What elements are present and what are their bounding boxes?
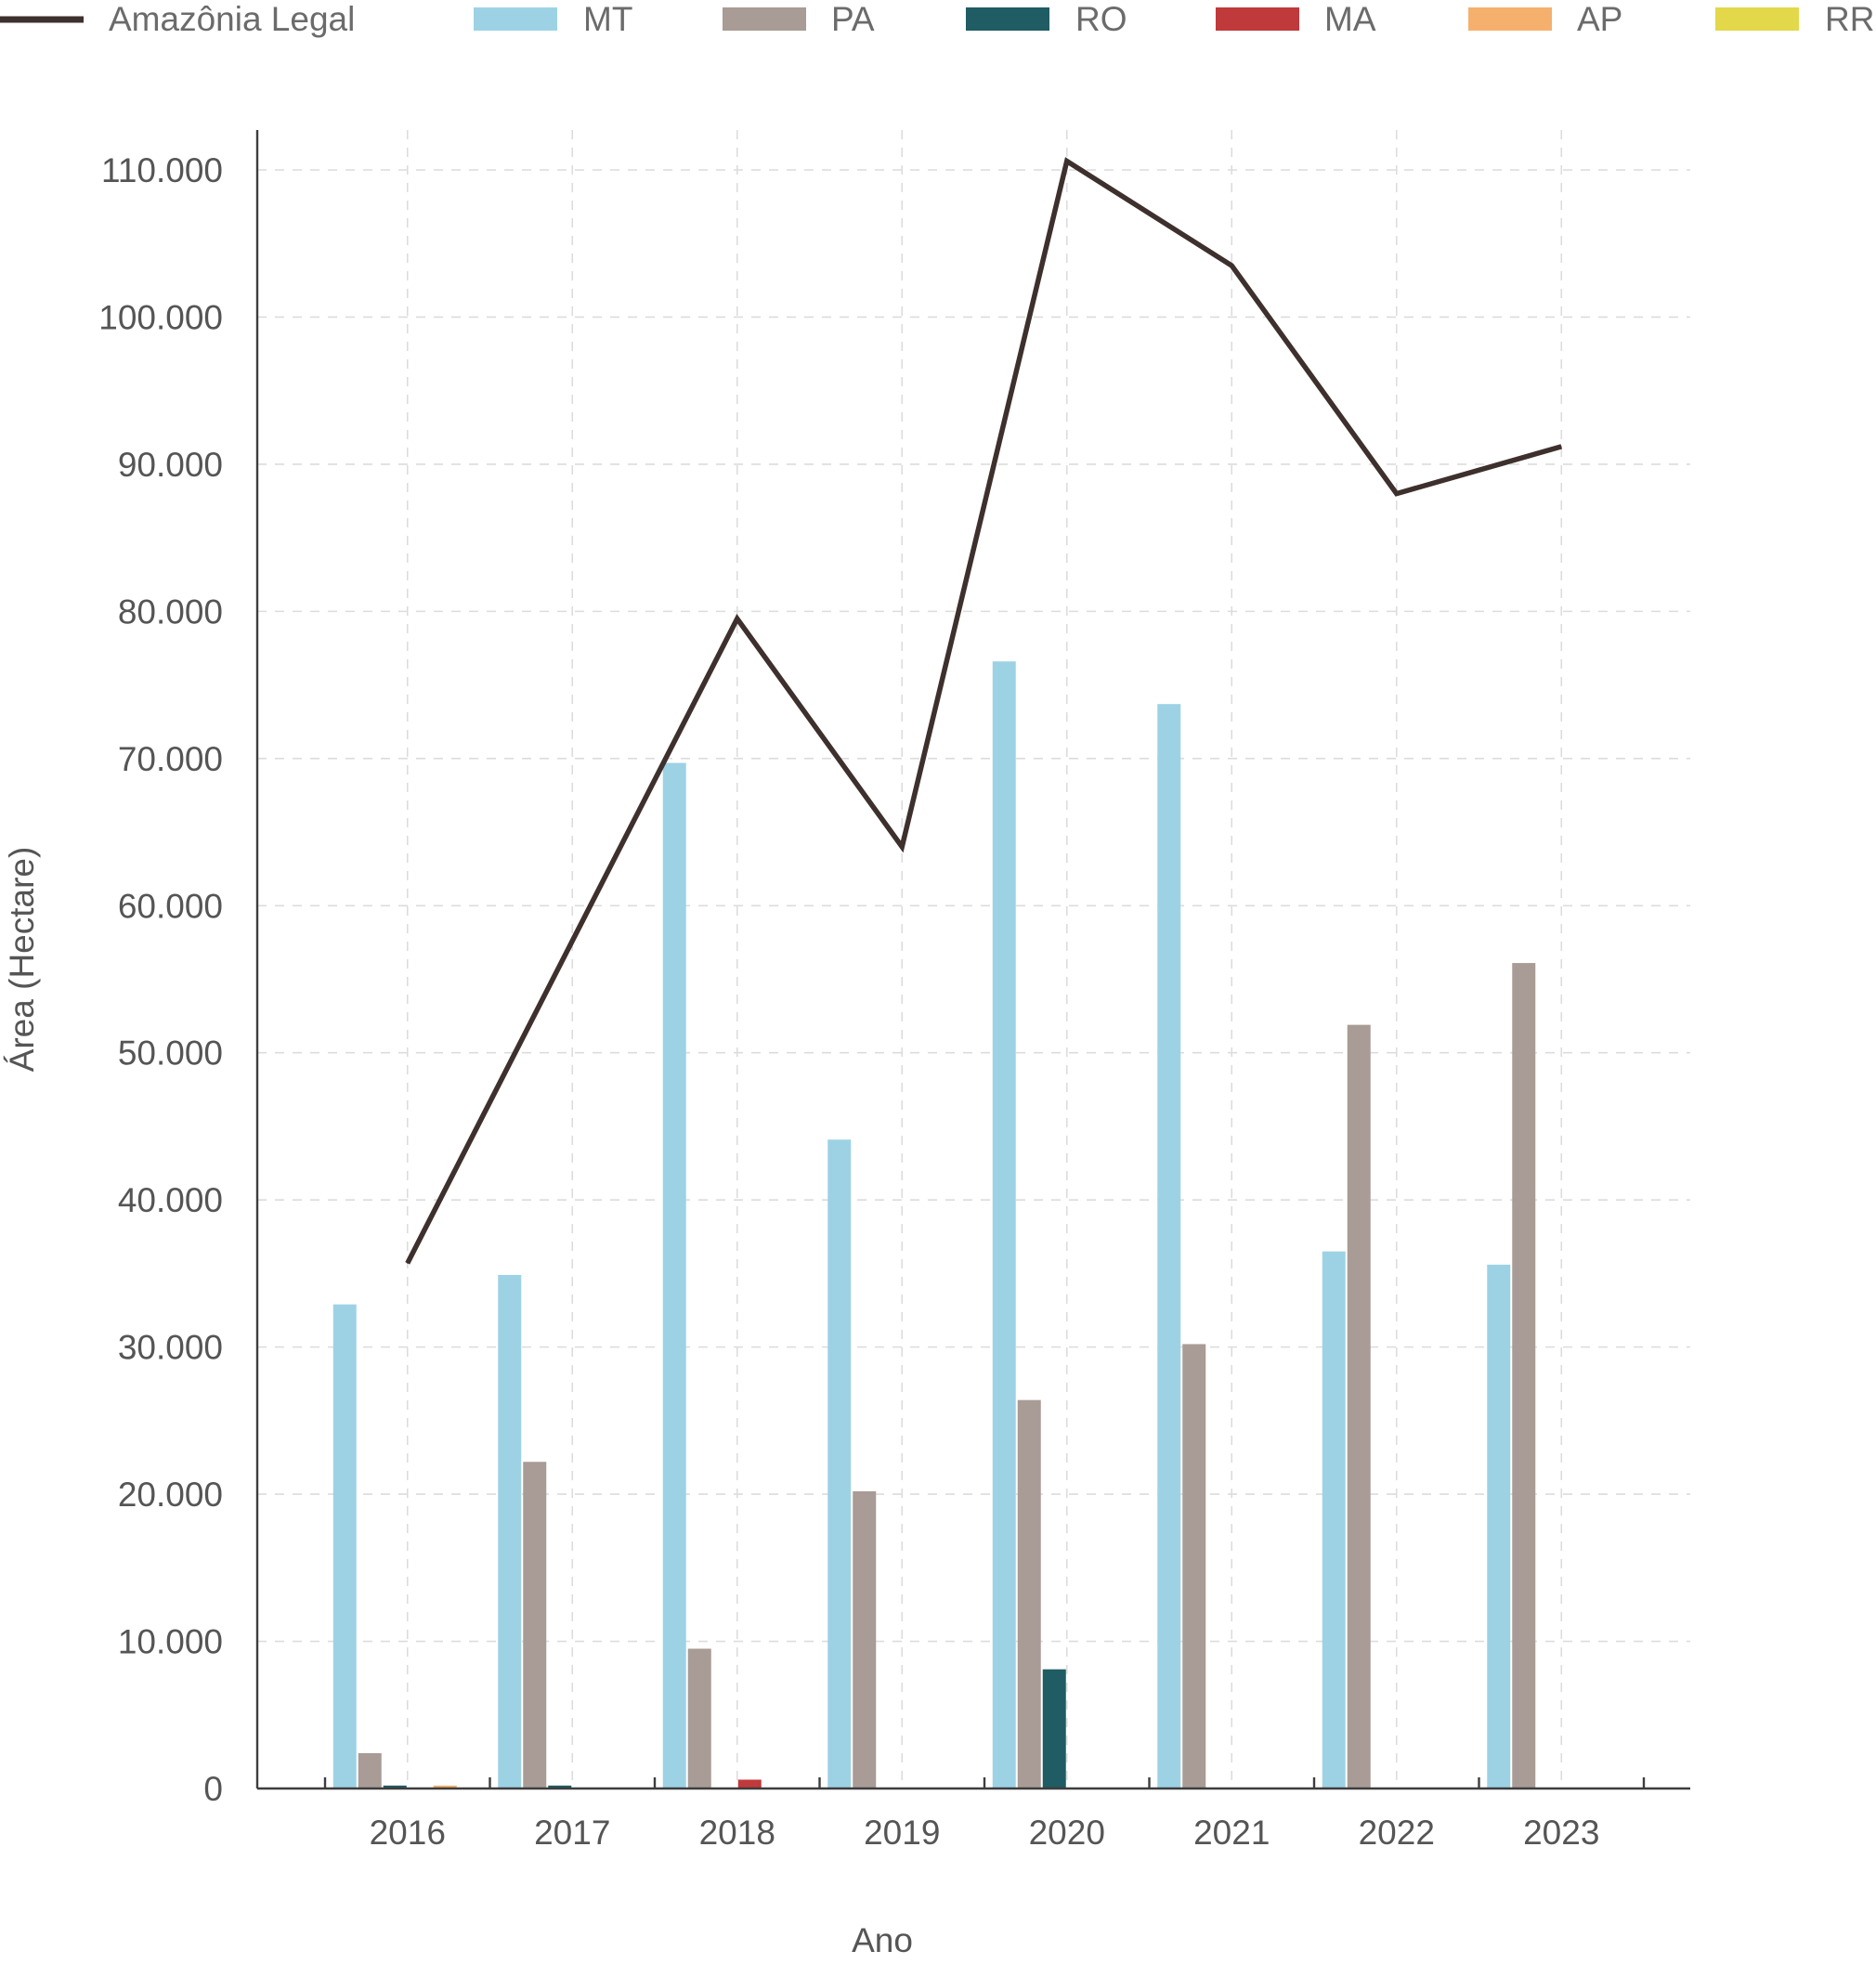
bar-ro-2016 [383, 1785, 407, 1788]
bar-pa-2021 [1182, 1344, 1206, 1788]
x-tick-label: 2020 [1029, 1814, 1105, 1852]
legend-label-mt: MT [583, 0, 632, 38]
y-tick-label: 40.000 [118, 1181, 223, 1219]
legend-swatch-ro [966, 7, 1049, 31]
point-amazonia-legal-2022 [1396, 493, 1398, 495]
x-axis-title: Ano [852, 1921, 913, 1959]
legend-swatch-pa [723, 7, 806, 31]
bar-pa-2022 [1347, 1024, 1371, 1788]
y-tick-label: 30.000 [118, 1329, 223, 1367]
point-amazonia-legal-2017 [571, 940, 573, 942]
bar-mt-2016 [332, 1304, 357, 1788]
bar-mt-2023 [1487, 1264, 1511, 1788]
x-tick-label: 2017 [534, 1814, 610, 1852]
bar-mt-2020 [992, 661, 1016, 1788]
legend-label-pa: PA [831, 0, 875, 38]
bar-mt-2017 [498, 1274, 522, 1788]
x-tick-label: 2022 [1359, 1814, 1435, 1852]
x-tick-label: 2019 [864, 1814, 940, 1852]
y-axis-title: Área (Hectare) [3, 847, 41, 1073]
y-tick-label: 110.000 [101, 151, 223, 189]
y-tick-label: 60.000 [118, 887, 223, 925]
legend-label-rr: RR [1825, 0, 1874, 38]
legend: Amazônia Legal MT PA RO MA AP RR [0, 0, 1874, 38]
x-tick-label: 2016 [370, 1814, 446, 1852]
axis-labels: 0 10.000 20.000 30.000 40.000 50.000 60.000 70.… [3, 151, 1599, 1959]
point-amazonia-legal-2018 [736, 618, 738, 619]
bar-pa-2017 [523, 1462, 547, 1788]
y-tick-label: 90.000 [118, 446, 223, 484]
line-amazonia-legal [405, 157, 1563, 1265]
bar-ro-2017 [548, 1785, 572, 1788]
bar-mt-2022 [1322, 1251, 1346, 1788]
legend-swatch-rr [1715, 7, 1799, 31]
y-tick-label: 0 [203, 1770, 223, 1808]
legend-swatch-ap [1468, 7, 1552, 31]
x-tick-label: 2023 [1523, 1814, 1599, 1852]
bar-ma-2018 [737, 1779, 762, 1788]
legend-label-ma: MA [1324, 0, 1376, 38]
bar-series [332, 661, 1536, 1789]
bar-pa-2023 [1512, 963, 1536, 1788]
point-amazonia-legal-2016 [407, 1262, 409, 1264]
bar-mt-2019 [827, 1139, 852, 1788]
bar-mt-2018 [662, 762, 686, 1789]
line-series [405, 157, 1563, 1265]
bar-ro-2020 [1042, 1669, 1066, 1788]
y-tick-label: 50.000 [118, 1034, 223, 1073]
legend-label-ro: RO [1075, 0, 1127, 38]
gridlines [257, 130, 1690, 1788]
y-tick-label: 80.000 [118, 592, 223, 631]
y-tick-label: 70.000 [118, 740, 223, 778]
bar-pa-2019 [853, 1490, 877, 1788]
bar-pa-2018 [687, 1648, 711, 1788]
legend-swatch-ma [1216, 7, 1299, 31]
axes [255, 130, 1690, 1790]
point-amazonia-legal-2023 [1560, 446, 1562, 448]
x-tick-label: 2021 [1193, 1814, 1270, 1852]
y-tick-label: 20.000 [118, 1476, 223, 1514]
y-tick-label: 100.000 [98, 298, 223, 336]
legend-label-amaz-nia-legal: Amazônia Legal [109, 0, 355, 38]
point-amazonia-legal-2021 [1231, 265, 1232, 267]
point-amazonia-legal-2019 [901, 846, 903, 848]
x-tick-label: 2018 [699, 1814, 775, 1852]
y-tick-label: 10.000 [118, 1623, 223, 1661]
bar-ap-2016 [433, 1785, 457, 1788]
legend-label-ap: AP [1577, 0, 1622, 38]
legend-swatch-mt [474, 7, 557, 31]
point-amazonia-legal-2020 [1066, 160, 1068, 162]
bar-pa-2016 [358, 1752, 382, 1788]
bar-mt-2021 [1157, 704, 1181, 1789]
bar-pa-2020 [1017, 1399, 1041, 1788]
